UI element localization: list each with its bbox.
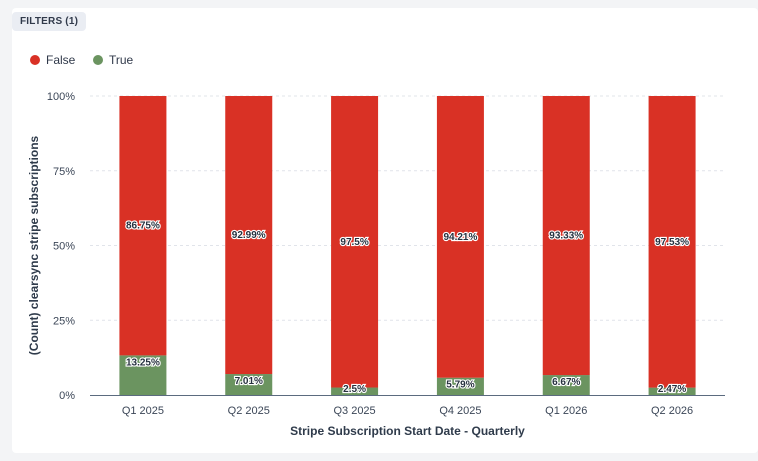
x-tick-label: Q2 2025	[228, 405, 270, 417]
data-label-true: 7.01%	[235, 376, 263, 387]
bar-false	[648, 96, 696, 388]
x-axis-title: Stripe Subscription Start Date - Quarter…	[290, 424, 525, 438]
bar-true	[331, 387, 379, 395]
bar-false	[119, 96, 167, 356]
x-tick-label: Q2 2026	[651, 405, 693, 417]
legend-label-true: True	[109, 53, 134, 67]
x-tick-label: Q1 2025	[122, 405, 164, 417]
data-label-false: 93.33%	[549, 231, 583, 242]
bar-false	[436, 96, 484, 378]
legend-swatch-true	[93, 55, 103, 65]
y-tick-label: 0%	[59, 390, 75, 402]
y-tick-label: 100%	[47, 91, 75, 103]
bar-false	[225, 96, 273, 375]
data-label-false: 92.99%	[232, 230, 266, 241]
data-label-true: 13.25%	[126, 357, 160, 368]
bar-true	[648, 387, 696, 395]
data-label-true: 2.47%	[658, 384, 686, 395]
y-axis-title: (Count) clearsync stripe subscriptions	[27, 135, 41, 355]
data-label-false: 97.53%	[655, 237, 689, 248]
x-tick-label: Q4 2025	[439, 405, 481, 417]
x-tick-label: Q1 2026	[545, 405, 587, 417]
filters-button[interactable]: FILTERS (1)	[12, 12, 87, 31]
bar-true	[119, 355, 167, 395]
data-label-true: 5.79%	[446, 380, 474, 391]
data-label-true: 6.67%	[552, 377, 580, 388]
legend-swatch-false	[30, 55, 40, 65]
legend-item-true[interactable]: True	[93, 52, 133, 68]
y-tick-label: 25%	[53, 315, 75, 327]
data-label-false: 86.75%	[126, 221, 160, 232]
y-tick-label: 50%	[53, 241, 75, 253]
bar-true	[542, 375, 590, 395]
legend-item-false[interactable]: False	[30, 52, 75, 68]
bar-true	[436, 377, 484, 395]
legend-label-false: False	[46, 53, 76, 67]
bar-false	[331, 96, 379, 388]
bar-true	[225, 374, 273, 395]
data-label-true: 2.5%	[343, 384, 366, 395]
x-tick-label: Q3 2025	[333, 405, 375, 417]
data-label-false: 97.5%	[340, 237, 368, 248]
bar-false	[542, 96, 590, 376]
y-tick-label: 75%	[53, 166, 75, 178]
data-label-false: 94.21%	[443, 232, 477, 243]
